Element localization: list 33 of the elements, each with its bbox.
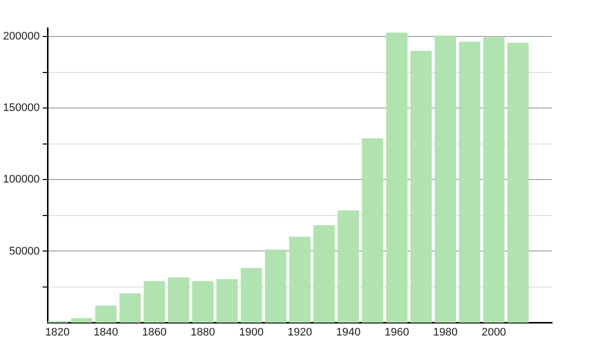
bar [95,306,117,323]
bar [507,42,529,323]
y-tick-label: 200000 [2,30,40,43]
bar [192,281,214,323]
x-tick-label: 1960 [384,326,410,338]
y-tick-label: 50000 [9,245,40,258]
x-tick-label: 2000 [482,326,506,338]
bar [483,37,504,323]
x-tick-label: 1940 [336,326,361,338]
y-tick-label: 150000 [2,102,40,114]
bar [458,42,480,323]
x-tick-label: 1860 [142,326,167,338]
bar [338,210,360,323]
bar [168,277,190,323]
x-tick-label: 1820 [45,326,70,338]
bar [240,268,262,323]
bar [144,281,166,323]
y-tick-label: 100000 [2,174,40,186]
bar [386,32,408,323]
x-tick-label: 1900 [239,326,264,338]
bar [289,236,311,323]
bar [70,318,92,323]
bar [264,250,286,323]
x-tick-label: 1920 [288,326,312,338]
bar [313,225,335,323]
x-tick-label: 1840 [94,326,118,338]
bar [362,138,384,323]
x-tick-label: 1980 [433,326,458,338]
bar [119,293,141,323]
bar [410,50,432,323]
bar [434,36,456,323]
x-tick-label: 1880 [190,326,216,338]
bar [216,279,238,323]
